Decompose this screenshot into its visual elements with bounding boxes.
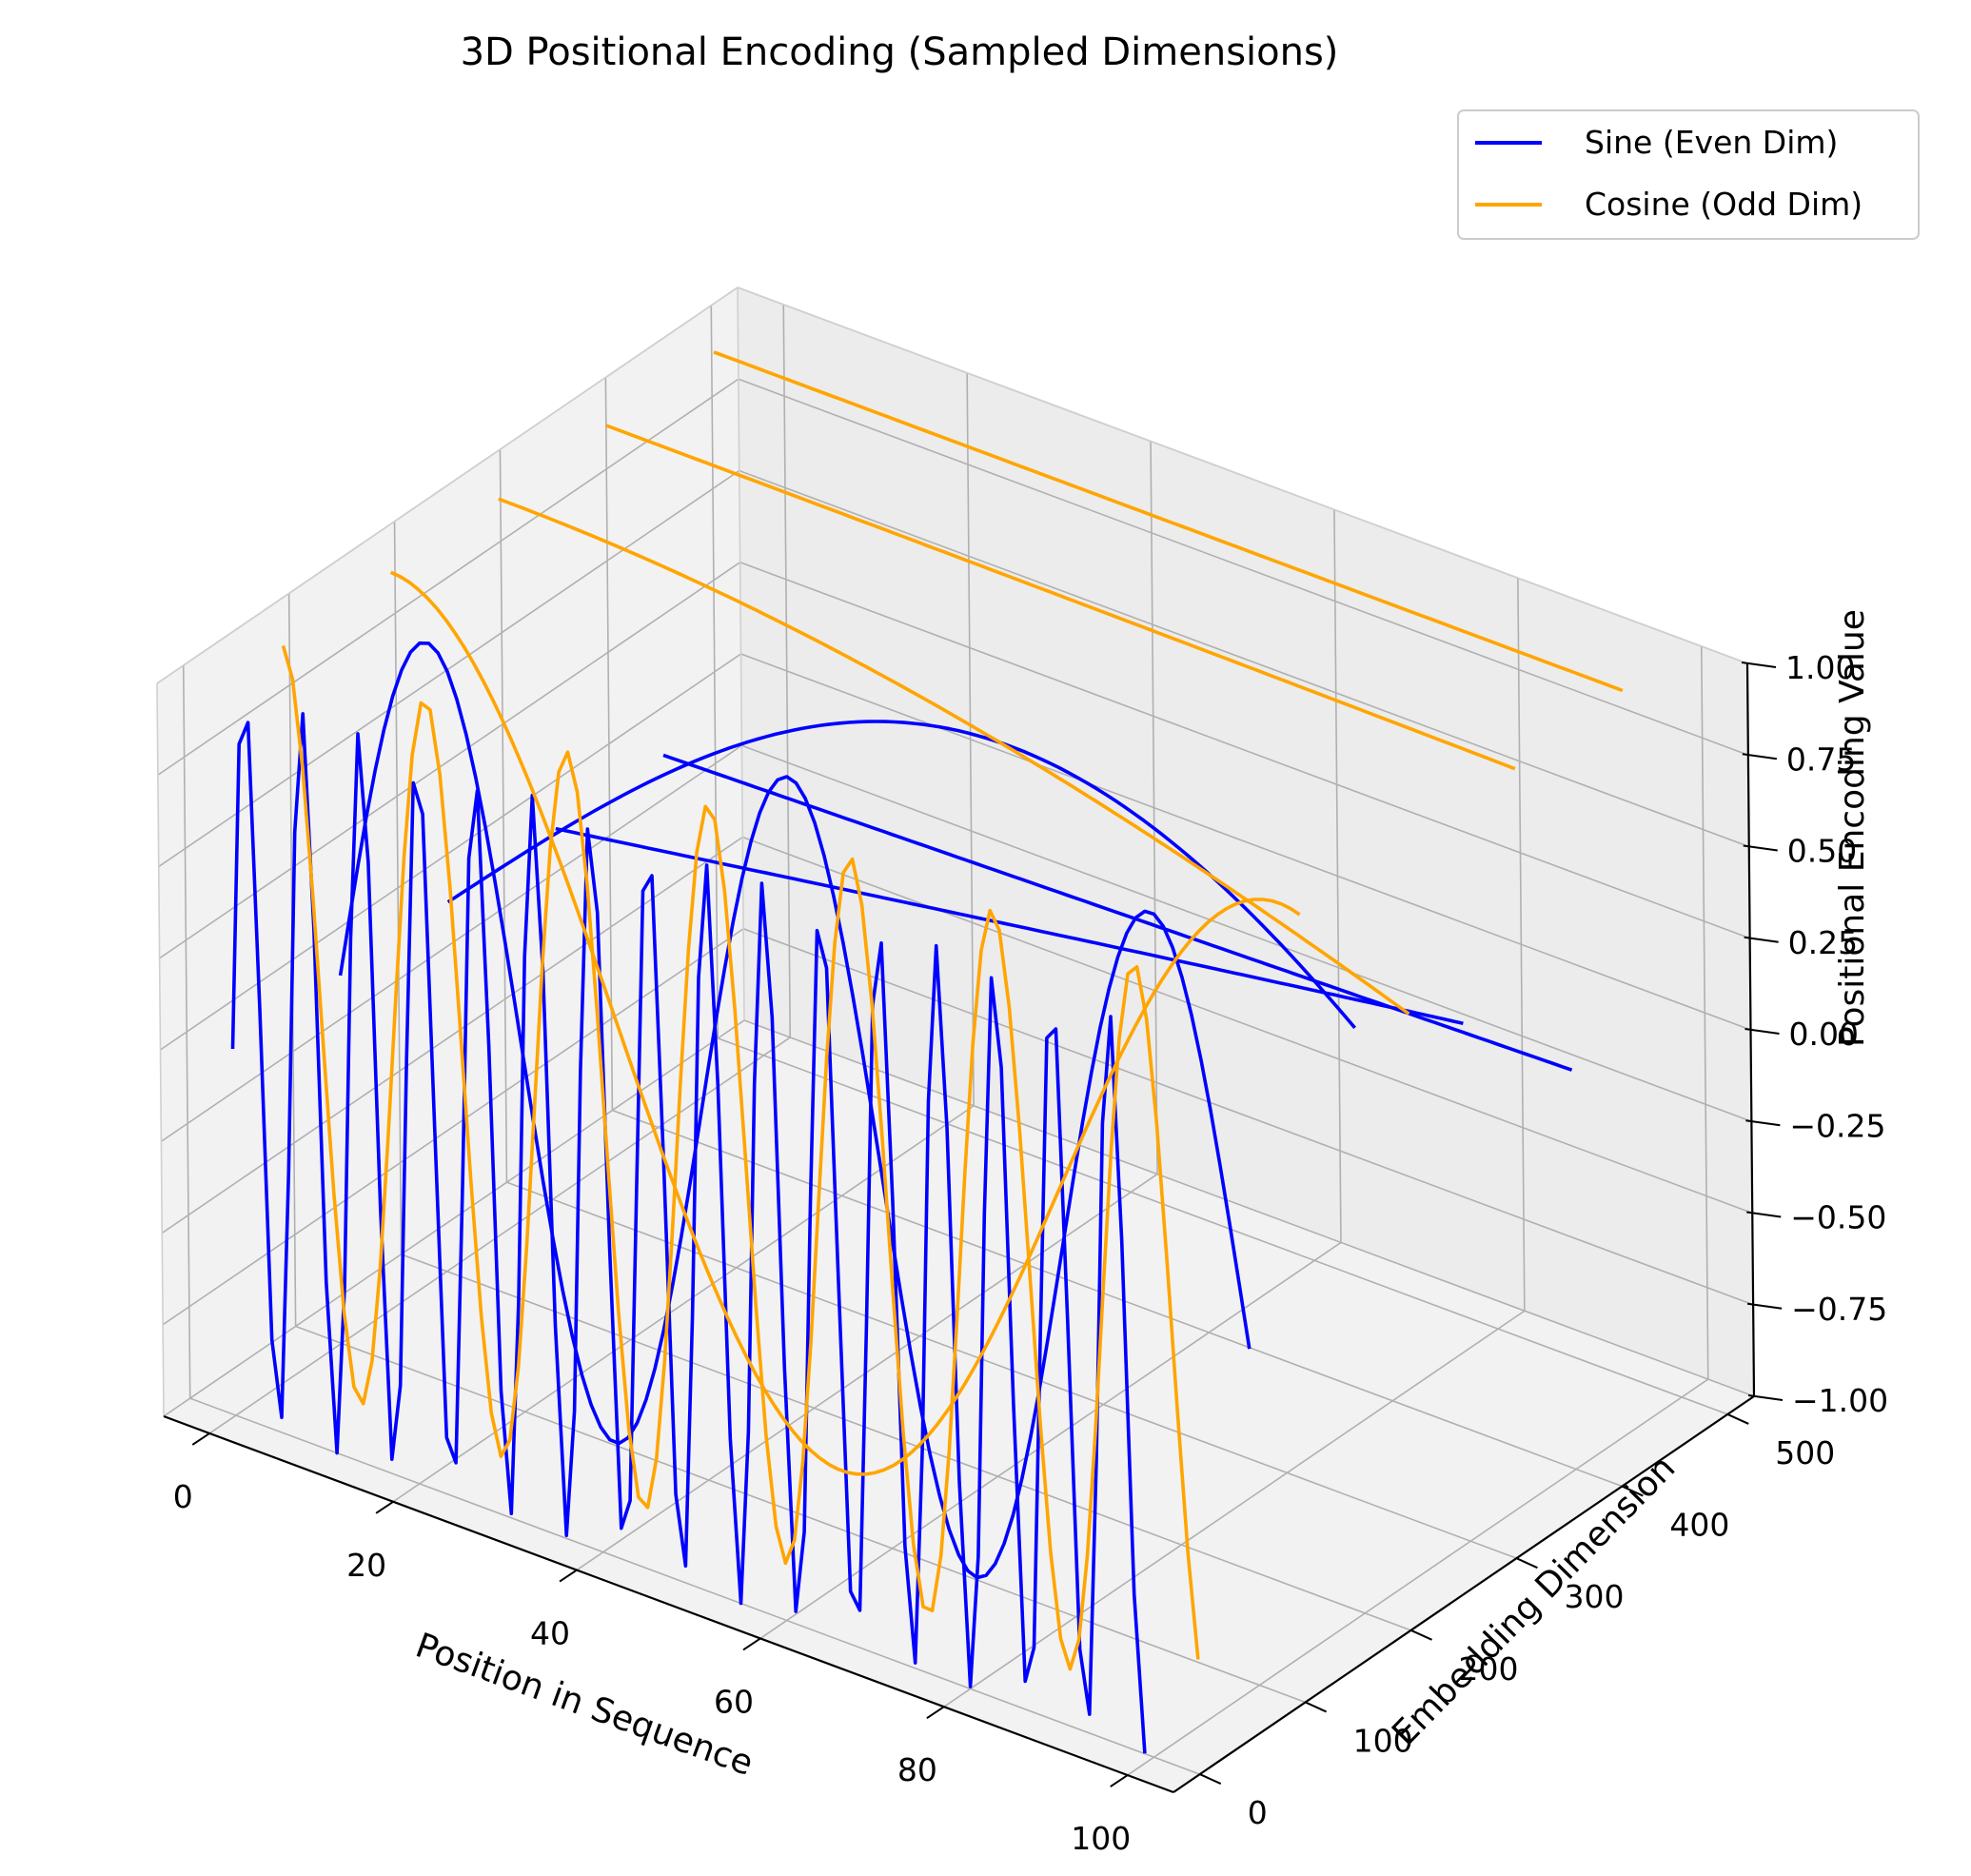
- grid-left-z: [162, 928, 744, 1326]
- z-axis-label: Positional Encoding Value: [1833, 609, 1872, 1047]
- grid-left-z: [163, 1019, 745, 1417]
- grid-floor-y: [717, 1037, 1728, 1415]
- pane-edge: [156, 286, 739, 684]
- z-tick-label: −0.50: [1790, 1199, 1886, 1236]
- x-tick-label: 40: [530, 1615, 570, 1652]
- grid-floor-x: [1127, 1378, 1709, 1776]
- y-tick-label: 200: [1459, 1650, 1519, 1688]
- grid-lines: [156, 286, 1755, 1776]
- legend-cosine-label: Cosine (Odd Dim): [1585, 186, 1863, 223]
- grid-left-z: [158, 469, 740, 868]
- floor-pane: [164, 1020, 1754, 1792]
- pane-edge: [737, 286, 745, 1021]
- y-tick-label: 500: [1775, 1434, 1835, 1471]
- pane-edge: [156, 682, 165, 1417]
- z-tick-mark: [1742, 753, 1778, 760]
- axis-panes: [157, 287, 1754, 1792]
- z-tick-label: 1.00: [1785, 649, 1855, 686]
- z-tick-label: 0.25: [1788, 924, 1858, 961]
- legend-sine-label: Sine (Even Dim): [1585, 124, 1838, 161]
- y-tick-mark: [1726, 1412, 1749, 1425]
- grid-floor-x: [392, 1105, 975, 1503]
- cosine-series-line-dim-459: [713, 350, 1624, 693]
- z-tick-mark: [1744, 936, 1779, 943]
- x-tick-mark: [191, 1432, 210, 1446]
- z-tick-mark: [1744, 1028, 1780, 1035]
- z-tick-label: 0.00: [1789, 1016, 1859, 1053]
- series-lines: [230, 350, 1624, 1754]
- z-tick-label: −0.25: [1789, 1107, 1885, 1144]
- y-axis-line: [1173, 1395, 1755, 1793]
- pane-edge: [737, 286, 1748, 664]
- x-tick-mark: [375, 1500, 394, 1514]
- grid-floor-y: [612, 1109, 1623, 1488]
- grid-back-z: [741, 836, 1753, 1214]
- grid-floor-x: [943, 1310, 1526, 1708]
- sine-series-line-dim-102: [338, 641, 1252, 1580]
- grid-back-z: [741, 744, 1752, 1122]
- axis-ticks: 0 20 40 60 80 100 0 100 200 300 400 500 −1.00 −0.75 −0…: [173, 649, 1888, 1857]
- x-tick-mark: [559, 1569, 578, 1583]
- z-tick-label: −1.00: [1792, 1382, 1888, 1419]
- z-tick-mark: [1746, 1211, 1782, 1218]
- z-tick-mark: [1741, 662, 1777, 668]
- x-tick-label: 80: [897, 1751, 937, 1788]
- sine-series-line-dim-408: [662, 753, 1573, 1072]
- y-tick-mark: [1199, 1773, 1222, 1786]
- cosine-series-line-dim-153: [389, 570, 1301, 1476]
- x-tick-mark: [742, 1637, 761, 1651]
- sine-series-line-dim-0: [230, 712, 1147, 1754]
- x-tick-label: 0: [173, 1478, 193, 1515]
- y-tick-mark: [1410, 1629, 1432, 1641]
- sine-series-line-dim-306: [555, 826, 1464, 1025]
- grid-back-z: [738, 378, 1749, 756]
- y-tick-label: 0: [1248, 1794, 1268, 1831]
- grid-back-z: [742, 928, 1754, 1306]
- cosine-series-line-dim-51: [281, 645, 1200, 1671]
- grid-back-z: [739, 469, 1750, 848]
- z-tick-mark: [1746, 1302, 1783, 1310]
- x-tick-label: 20: [346, 1547, 386, 1584]
- y-tick-label: 300: [1564, 1578, 1624, 1615]
- grid-floor-y: [189, 1397, 1201, 1775]
- x-axis-label: Position in Sequence: [410, 1626, 758, 1784]
- grid-left-z: [161, 836, 743, 1234]
- cosine-series-line-dim-255: [498, 497, 1410, 1016]
- z-tick-label: −0.75: [1791, 1291, 1887, 1328]
- z-tick-mark: [1745, 1119, 1781, 1127]
- z-tick-label: 0.50: [1787, 833, 1857, 870]
- grid-back-z: [739, 562, 1750, 939]
- z-tick-mark: [1747, 1394, 1784, 1401]
- x-tick-label: 100: [1071, 1820, 1131, 1857]
- x-axis-line: [163, 1414, 1174, 1794]
- legend: Sine (Even Dim) Cosine (Odd Dim): [1457, 109, 1920, 240]
- z-tick-mark: [1743, 844, 1778, 852]
- y-tick-mark: [1621, 1485, 1644, 1497]
- y-tick-mark: [1305, 1701, 1328, 1713]
- x-tick-label: 60: [714, 1683, 754, 1720]
- y-tick-label: 400: [1669, 1507, 1729, 1544]
- grid-floor-x: [208, 1037, 791, 1434]
- z-tick-label: 0.75: [1786, 741, 1856, 778]
- grid-back-z: [740, 653, 1751, 1031]
- grid-left-z: [157, 378, 739, 776]
- y-tick-mark: [1516, 1557, 1538, 1570]
- grid-back-z: [743, 1019, 1755, 1397]
- y-tick-label: 100: [1353, 1722, 1413, 1759]
- cosine-series-line-dim-357: [605, 424, 1516, 771]
- grid-left-z: [160, 744, 742, 1142]
- x-tick-mark: [1110, 1774, 1129, 1787]
- x-tick-mark: [926, 1706, 945, 1720]
- chart-title: 3D Positional Encoding (Sampled Dimensio…: [461, 30, 1339, 74]
- legend-box: [1457, 109, 1920, 240]
